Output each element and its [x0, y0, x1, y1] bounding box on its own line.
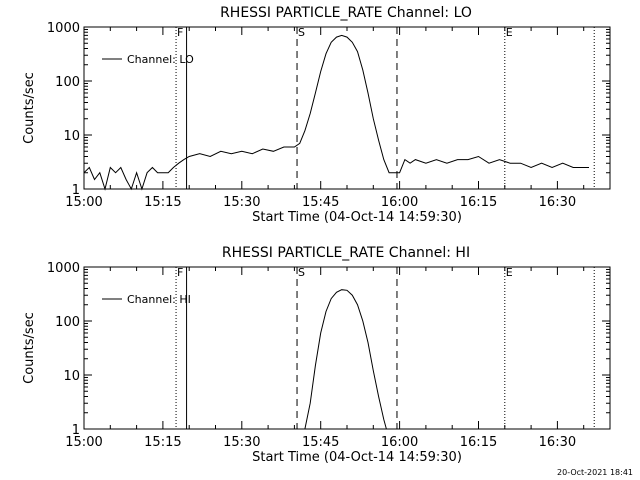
x-tick-label: 15:45 — [302, 195, 339, 210]
plot-frame — [83, 266, 611, 430]
chart-title: RHESSI PARTICLE_RATE Channel: HI — [222, 245, 470, 261]
x-tick-label: 15:45 — [302, 435, 339, 450]
x-tick-label: 16:15 — [460, 435, 497, 450]
y-tick-label: 1 — [72, 423, 80, 438]
y-tick-label: 1 — [72, 183, 80, 198]
x-tick-label: 15:00 — [65, 195, 102, 210]
event-marker-label: S — [298, 26, 305, 39]
x-tick-label: 15:00 — [65, 435, 102, 450]
x-tick-label: 16:30 — [539, 195, 576, 210]
y-axis-label: Counts/sec — [22, 72, 37, 144]
y-tick-label: 100 — [55, 315, 80, 330]
y-tick-label: 10 — [63, 129, 80, 144]
y-axis-label: Counts/sec — [22, 312, 37, 384]
x-axis-label: Start Time (04-Oct-14 14:59:30) — [252, 210, 462, 225]
x-tick-label: 16:30 — [539, 435, 576, 450]
x-tick-label: 15:15 — [144, 195, 181, 210]
event-marker-label: E — [506, 266, 513, 279]
series-line — [304, 289, 387, 430]
x-tick-label: 16:00 — [381, 195, 418, 210]
chart-panel-hi: RHESSI PARTICLE_RATE Channel: HI 15:00 15… — [22, 245, 611, 465]
y-tick-label: 1000 — [47, 261, 80, 276]
plot-frame — [83, 26, 611, 190]
x-tick-label: 15:15 — [144, 435, 181, 450]
x-axis-label: Start Time (04-Oct-14 14:59:30) — [252, 450, 462, 465]
y-tick-label: 100 — [55, 75, 80, 90]
legend-entry: Channel: HI — [127, 293, 191, 306]
event-marker-label: S — [298, 266, 305, 279]
chart-title: RHESSI PARTICLE_RATE Channel: LO — [220, 5, 472, 21]
y-tick-label: 10 — [63, 369, 80, 384]
event-marker-label: E — [506, 26, 513, 39]
x-tick-label: 15:30 — [223, 435, 260, 450]
legend-entry: Channel: LO — [127, 53, 194, 66]
x-tick-label: 15:30 — [223, 195, 260, 210]
x-tick-label: 16:00 — [381, 435, 418, 450]
series-line — [83, 34, 589, 191]
y-tick-label: 1000 — [47, 21, 80, 36]
event-marker-label: F — [177, 266, 183, 279]
x-tick-label: 16:15 — [460, 195, 497, 210]
event-marker-label: F — [177, 26, 183, 39]
footer-timestamp: 20-Oct-2021 18:41 — [557, 468, 633, 477]
chart-panel-lo: RHESSI PARTICLE_RATE Channel: LO 15:00 15… — [22, 5, 611, 225]
